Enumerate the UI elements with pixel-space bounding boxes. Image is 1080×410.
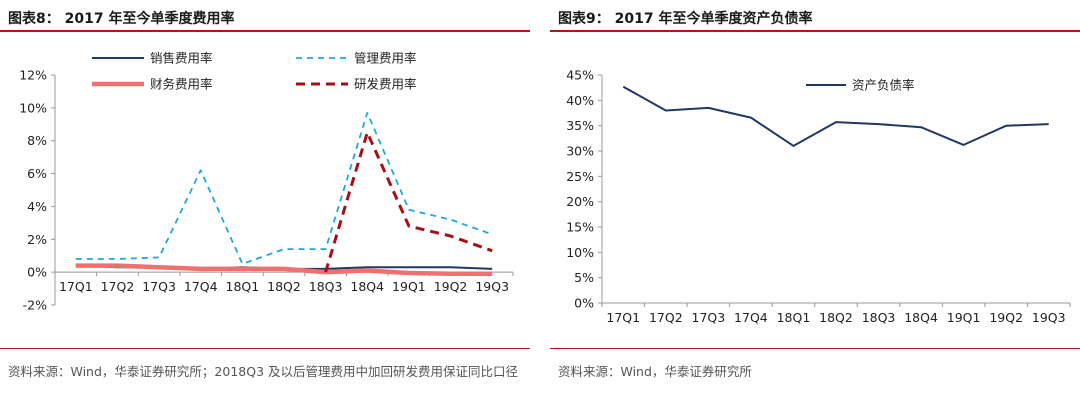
y-tick-label: -2% bbox=[23, 298, 47, 313]
y-tick-label: 4% bbox=[27, 199, 47, 214]
y-tick-label: 0% bbox=[27, 265, 47, 280]
y-tick-label: 40% bbox=[566, 93, 594, 108]
legend-label: 研发费用率 bbox=[354, 77, 417, 92]
series-line bbox=[75, 263, 493, 277]
source-note: 资料来源：Wind，华泰证券研究所；2018Q3 及以后管理费用中加回研发费用保… bbox=[8, 364, 518, 379]
x-tick-label: 18Q3 bbox=[309, 279, 343, 294]
chart-title: 图表9： 2017 年至今单季度资产负债率 bbox=[558, 11, 813, 27]
source-divider bbox=[550, 348, 1080, 349]
debt-ratio-panel: 图表9： 2017 年至今单季度资产负债率 0% 5% 10% 15% 20% 25% 30… bbox=[550, 0, 1080, 410]
x-tick-label: 18Q3 bbox=[862, 310, 896, 325]
y-tick-label: 25% bbox=[566, 169, 594, 184]
x-tick-label: 19Q3 bbox=[1032, 310, 1066, 325]
x-tick-label: 17Q2 bbox=[101, 279, 135, 294]
source-note: 资料来源：Wind，华泰证券研究所 bbox=[558, 364, 752, 379]
y-tick-label: 8% bbox=[27, 133, 47, 148]
y-tick-label: 0% bbox=[574, 296, 594, 311]
x-tick-label: 19Q3 bbox=[475, 279, 509, 294]
source-divider bbox=[0, 348, 530, 349]
x-tick-label: 17Q4 bbox=[734, 310, 768, 325]
series-line bbox=[75, 111, 493, 265]
legend-label: 资产负债率 bbox=[852, 78, 915, 93]
legend-label: 财务费用率 bbox=[150, 77, 213, 92]
x-tick-label: 18Q1 bbox=[777, 310, 811, 325]
expense-ratio-panel: 图表8： 2017 年至今单季度费用率 -2% 0% 2% 4% 6% 8% 10% 12% 1… bbox=[0, 0, 530, 410]
series-line bbox=[324, 131, 493, 273]
x-tick-label: 19Q2 bbox=[434, 279, 468, 294]
y-tick-label: 10% bbox=[19, 100, 47, 115]
x-tick-label: 19Q1 bbox=[392, 279, 426, 294]
x-tick-label: 17Q2 bbox=[649, 310, 683, 325]
x-tick-label: 17Q4 bbox=[184, 279, 218, 294]
y-tick-label: 30% bbox=[566, 144, 594, 159]
chart-title: 图表8： 2017 年至今单季度费用率 bbox=[8, 11, 235, 27]
x-tick-label: 18Q4 bbox=[904, 310, 938, 325]
y-tick-label: 45% bbox=[566, 68, 594, 83]
y-tick-label: 20% bbox=[566, 194, 594, 209]
y-tick-label: 5% bbox=[574, 270, 594, 285]
y-tick-label: 6% bbox=[27, 166, 47, 181]
legend-label: 管理费用率 bbox=[354, 51, 417, 66]
x-tick-label: 18Q4 bbox=[350, 279, 384, 294]
x-tick-label: 17Q1 bbox=[59, 279, 93, 294]
x-tick-label: 18Q1 bbox=[226, 279, 260, 294]
x-tick-label: 18Q2 bbox=[267, 279, 301, 294]
x-tick-label: 19Q2 bbox=[989, 310, 1023, 325]
x-tick-label: 17Q3 bbox=[142, 279, 176, 294]
y-tick-label: 35% bbox=[566, 118, 594, 133]
x-tick-label: 17Q1 bbox=[606, 310, 640, 325]
y-tick-label: 10% bbox=[566, 245, 594, 260]
series-line bbox=[622, 85, 1049, 147]
title-divider bbox=[550, 30, 1080, 32]
x-tick-label: 17Q3 bbox=[692, 310, 726, 325]
x-tick-label: 18Q2 bbox=[819, 310, 853, 325]
debt-ratio-chart: 0% 5% 10% 15% 20% 25% 30% 35% 40% 45% 17Q1 17Q2 17Q3… bbox=[566, 68, 1071, 325]
y-tick-label: 2% bbox=[27, 232, 47, 247]
expense-ratio-chart: -2% 0% 2% 4% 6% 8% 10% 12% 17Q1 17Q2 17Q3 17Q4 18Q1 1… bbox=[19, 51, 514, 313]
y-tick-label: 12% bbox=[19, 68, 47, 83]
legend-label: 销售费用率 bbox=[150, 51, 213, 66]
x-tick-label: 19Q1 bbox=[947, 310, 981, 325]
title-divider bbox=[0, 30, 530, 32]
y-tick-label: 15% bbox=[566, 220, 594, 235]
